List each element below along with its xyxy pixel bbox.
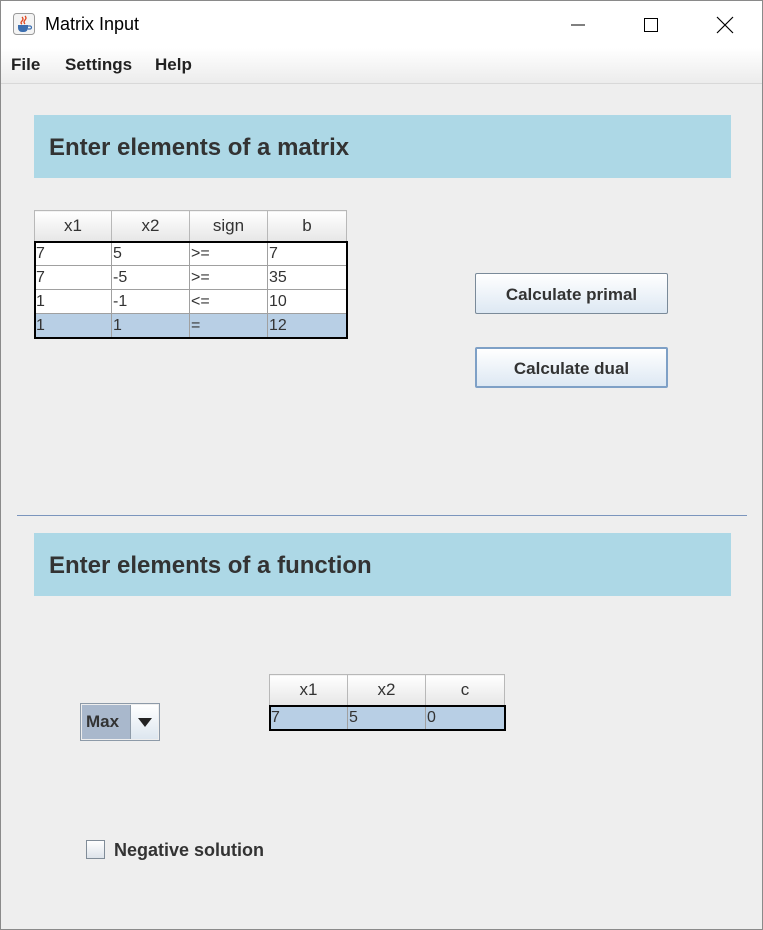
matrix-table-row: 7 5 >= 7 — [34, 241, 347, 266]
function-section-header: Enter elements of a function — [34, 533, 731, 596]
matrix-cell[interactable]: 7 — [34, 241, 112, 266]
function-table-row-selected: 7 5 0 — [269, 705, 505, 730]
matrix-section-title: Enter elements of a matrix — [49, 134, 350, 161]
negative-solution-label[interactable]: Negative solution — [114, 840, 265, 860]
close-icon — [716, 16, 734, 33]
matrix-table[interactable]: x1 x2 sign b 7 5 >= 7 7 -5 >= 35 1 -1 — [33, 210, 348, 339]
matrix-cell[interactable]: >= — [189, 241, 268, 266]
matrix-cell[interactable]: -5 — [111, 265, 190, 290]
matrix-cell[interactable]: 5 — [111, 241, 190, 266]
function-table-header: x1 x2 c — [269, 674, 505, 706]
objective-select[interactable]: Max — [80, 703, 160, 741]
matrix-column-header[interactable]: b — [267, 210, 347, 242]
function-cell[interactable]: 0 — [425, 705, 505, 730]
matrix-table-row: 7 -5 >= 35 — [34, 265, 347, 290]
function-cell[interactable]: 7 — [269, 705, 348, 730]
menu-help[interactable]: Help — [155, 55, 192, 74]
matrix-cell[interactable]: <= — [189, 289, 268, 314]
objective-select-value: Max — [82, 705, 130, 739]
matrix-cell[interactable]: = — [189, 313, 268, 338]
menu-settings[interactable]: Settings — [65, 55, 133, 74]
negative-solution-checkbox[interactable] — [86, 840, 105, 859]
function-column-header[interactable]: x2 — [347, 674, 426, 706]
maximize-button[interactable] — [614, 1, 688, 48]
matrix-cell[interactable]: 1 — [111, 313, 190, 338]
minimize-button[interactable] — [541, 1, 615, 48]
matrix-table-row: 1 -1 <= 10 — [34, 289, 347, 314]
matrix-cell[interactable]: 7 — [267, 241, 347, 266]
function-column-header[interactable]: c — [425, 674, 505, 706]
function-table[interactable]: x1 x2 c 7 5 0 — [268, 674, 506, 731]
function-column-header[interactable]: x1 — [269, 674, 348, 706]
objective-select-arrow[interactable] — [130, 705, 158, 739]
matrix-column-header[interactable]: x1 — [34, 210, 112, 242]
matrix-table-header: x1 x2 sign b — [34, 210, 347, 242]
menu-file[interactable]: File — [11, 55, 41, 74]
matrix-cell[interactable]: 12 — [267, 313, 347, 338]
matrix-column-header[interactable]: x2 — [111, 210, 190, 242]
close-button[interactable] — [688, 1, 762, 48]
menu-bar: File Settings Help — [1, 48, 762, 84]
window-title: Matrix Input — [45, 14, 140, 34]
title-bar: Matrix Input — [1, 1, 762, 48]
section-divider — [17, 515, 747, 516]
matrix-cell[interactable]: 1 — [34, 289, 112, 314]
maximize-icon — [644, 17, 658, 32]
matrix-cell[interactable]: 7 — [34, 265, 112, 290]
matrix-cell[interactable]: 35 — [267, 265, 347, 290]
chevron-down-icon — [137, 717, 152, 727]
calculate-primal-button[interactable]: Calculate primal — [475, 273, 668, 314]
matrix-table-row-selected: 1 1 = 12 — [34, 313, 347, 338]
minimize-icon — [571, 24, 585, 25]
matrix-section-header: Enter elements of a matrix — [34, 115, 731, 178]
matrix-cell[interactable]: >= — [189, 265, 268, 290]
calculate-dual-button[interactable]: Calculate dual — [475, 347, 668, 388]
function-cell[interactable]: 5 — [347, 705, 426, 730]
matrix-column-header[interactable]: sign — [189, 210, 268, 242]
function-section-title: Enter elements of a function — [49, 552, 372, 579]
java-cup-icon — [13, 13, 35, 35]
matrix-cell[interactable]: 1 — [34, 313, 112, 338]
matrix-cell[interactable]: 10 — [267, 289, 347, 314]
matrix-cell[interactable]: -1 — [111, 289, 190, 314]
